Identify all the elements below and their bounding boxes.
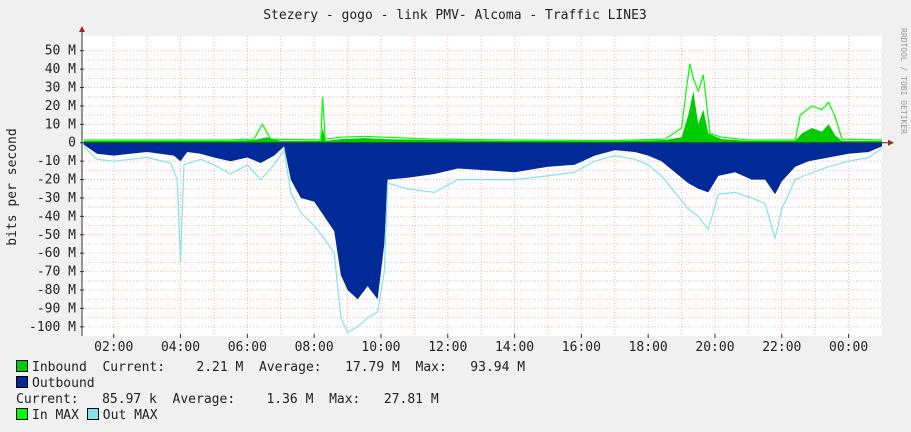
inbound-swatch <box>16 360 28 372</box>
y-axis-arrow <box>79 26 85 32</box>
x-tick-label: 02:00 <box>94 340 133 355</box>
rrdtool-watermark: RRDTOOL / TOBI OETIKER <box>899 28 908 134</box>
legend-outbound-stats: Current: 85.97 k Average: 1.36 M Max: 27… <box>16 392 439 408</box>
y-tick-label: 20 M <box>45 99 76 114</box>
x-tick-label: 22:00 <box>762 340 801 355</box>
x-tick-label: 18:00 <box>629 340 668 355</box>
x-tick-label: 00:00 <box>829 340 868 355</box>
legend-max: In MAX Out MAX <box>16 408 158 424</box>
x-tick-labels: 02:00 04:00 06:00 08:00 10:00 12:00 14:00 16:00… <box>94 334 868 355</box>
plot-canvas <box>82 36 882 336</box>
x-tick-label: 08:00 <box>295 340 334 355</box>
out-max-swatch <box>86 408 99 420</box>
out-max-label: Out MAX <box>102 408 158 423</box>
y-tick-label: 10 M <box>45 117 76 132</box>
series-outbound-area <box>83 142 882 300</box>
y-tick-label: -60 M <box>37 246 76 261</box>
axes <box>79 26 894 336</box>
legend-outbound: Outbound <box>16 376 95 392</box>
y-tick-label: -90 M <box>37 301 76 316</box>
outbound-stats: Current: 85.97 k Average: 1.36 M Max: 27… <box>16 392 439 407</box>
x-tick-label: 14:00 <box>495 340 534 355</box>
x-tick-label: 10:00 <box>361 340 400 355</box>
y-tick-label: -80 M <box>37 283 76 298</box>
y-tick-label: -30 M <box>37 191 76 206</box>
y-tick-label: -10 M <box>37 154 76 169</box>
x-tick-label: 12:00 <box>428 340 467 355</box>
legend-inbound: Inbound Current: 2.21 M Average: 17.79 M… <box>16 360 525 376</box>
outbound-label: Outbound <box>32 376 95 391</box>
y-tick-label: 30 M <box>45 81 76 96</box>
y-tick-label: -50 M <box>37 228 76 243</box>
series-in-max-line <box>83 63 883 142</box>
y-tick-label: 50 M <box>45 44 76 59</box>
x-tick-label: 20:00 <box>695 340 734 355</box>
series-layer <box>83 63 883 334</box>
y-axis-label: bits per second <box>5 128 20 245</box>
x-tick-label: 16:00 <box>562 340 601 355</box>
y-tick-label: -40 M <box>37 209 76 224</box>
y-tick-label: 40 M <box>45 62 76 77</box>
y-tick-label: 0 <box>68 136 76 151</box>
y-tick-label: -100 M <box>29 320 76 335</box>
y-tick-label: -20 M <box>37 173 76 188</box>
inbound-stats: Current: 2.21 M Average: 17.79 M Max: 93… <box>86 360 526 375</box>
chart-title: Stezery - gogo - link PMV- Alcoma - Traf… <box>263 8 647 23</box>
y-tick-label: -70 M <box>37 265 76 280</box>
x-axis-arrow <box>888 139 894 146</box>
series-inbound-area <box>83 91 882 143</box>
inbound-label: Inbound <box>32 360 87 375</box>
y-tick-labels: 50 M 40 M 30 M 20 M 10 M 0 -10 M -20 M -30 M -40 … <box>29 44 84 335</box>
x-tick-label: 04:00 <box>161 340 200 355</box>
x-tick-label: 06:00 <box>228 340 267 355</box>
outbound-swatch <box>16 376 28 388</box>
series-out-max-line <box>83 145 883 334</box>
in-max-label: In MAX <box>32 408 79 423</box>
in-max-swatch <box>16 408 28 420</box>
